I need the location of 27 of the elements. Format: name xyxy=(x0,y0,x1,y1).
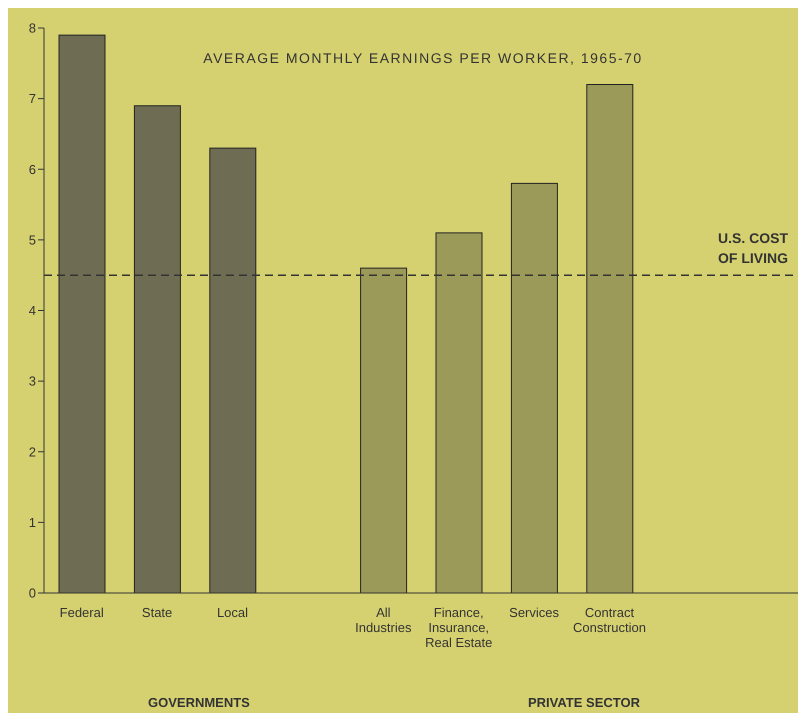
x-tick-label: Services xyxy=(509,605,560,620)
text: AVERAGE MONTHLY EARNINGS PER WORKER, 1965-70 xyxy=(203,50,643,66)
x-tick-label: Finance, Insurance, Real Estate xyxy=(425,605,492,650)
x-tick-label: Local xyxy=(216,605,248,620)
bar xyxy=(510,182,558,593)
bar xyxy=(134,105,181,593)
text: PRIVATE SECTOR xyxy=(528,695,640,710)
x-tick-label: Federal xyxy=(60,605,104,620)
y-tick-label: 0 xyxy=(28,586,36,601)
bar xyxy=(586,84,634,593)
y-tick-label: 2 xyxy=(28,444,36,460)
y-tick-label: 4 xyxy=(28,303,36,318)
x-tick-label: Contract Construction xyxy=(573,605,646,635)
text: GOVERNMENTS xyxy=(148,695,250,710)
y-tick-label: 5 xyxy=(28,232,36,248)
y-tick-label: 1 xyxy=(28,514,36,530)
y-tick-label: 3 xyxy=(28,374,36,389)
bar xyxy=(58,34,106,593)
bar xyxy=(360,268,408,593)
y-tick-label: 8 xyxy=(28,20,36,36)
x-tick-label: All Industries xyxy=(355,605,412,635)
x-tick-label: State xyxy=(142,605,172,620)
ref-line-label: U.S. COST OF LIVING xyxy=(718,230,788,266)
bar xyxy=(209,148,256,593)
bar xyxy=(436,232,482,593)
y-tick-label: 7 xyxy=(28,91,36,106)
y-tick-label: 6 xyxy=(28,162,36,177)
